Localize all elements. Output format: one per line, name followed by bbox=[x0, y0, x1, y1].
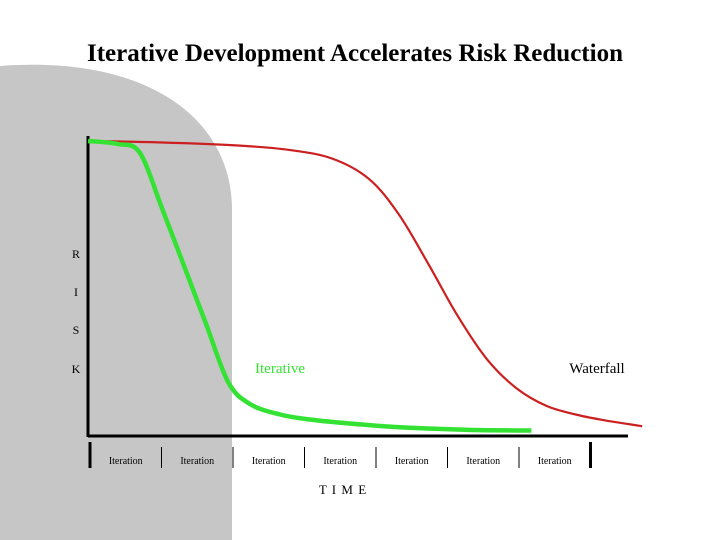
x-tick-label-group: Iteration Iteration Iteration Iteration Iter… bbox=[109, 456, 572, 467]
waterfall-series-label: Waterfall bbox=[569, 361, 624, 377]
waterfall-series-line bbox=[87, 139, 643, 428]
series-label-group: Waterfall Iterative bbox=[255, 361, 625, 377]
background-shape bbox=[0, 64, 232, 540]
x-tick-label: Iteration bbox=[395, 456, 429, 467]
y-axis-label-group: R I S K bbox=[72, 247, 81, 376]
x-tick-label: Iteration bbox=[109, 456, 143, 467]
series-group bbox=[87, 138, 643, 433]
y-axis-label-letter: I bbox=[74, 285, 78, 299]
slide-title: Iterative Development Accelerates Risk R… bbox=[87, 40, 623, 67]
iterative-series-label: Iterative bbox=[255, 361, 305, 377]
y-axis-label-letter: K bbox=[72, 362, 81, 376]
x-tick-label: Iteration bbox=[466, 456, 500, 467]
x-tick-label: Iteration bbox=[538, 456, 572, 467]
x-tick-label: Iteration bbox=[252, 456, 286, 467]
x-tick-group bbox=[88, 442, 592, 468]
iterative-series-line bbox=[87, 138, 532, 433]
chart-axes bbox=[86, 136, 628, 438]
y-axis-label-letter: S bbox=[73, 323, 80, 337]
x-axis-label: T I M E bbox=[319, 482, 367, 497]
x-tick-label: Iteration bbox=[323, 456, 357, 467]
x-tick-label: Iteration bbox=[180, 456, 214, 467]
y-axis-label-letter: R bbox=[72, 247, 80, 261]
